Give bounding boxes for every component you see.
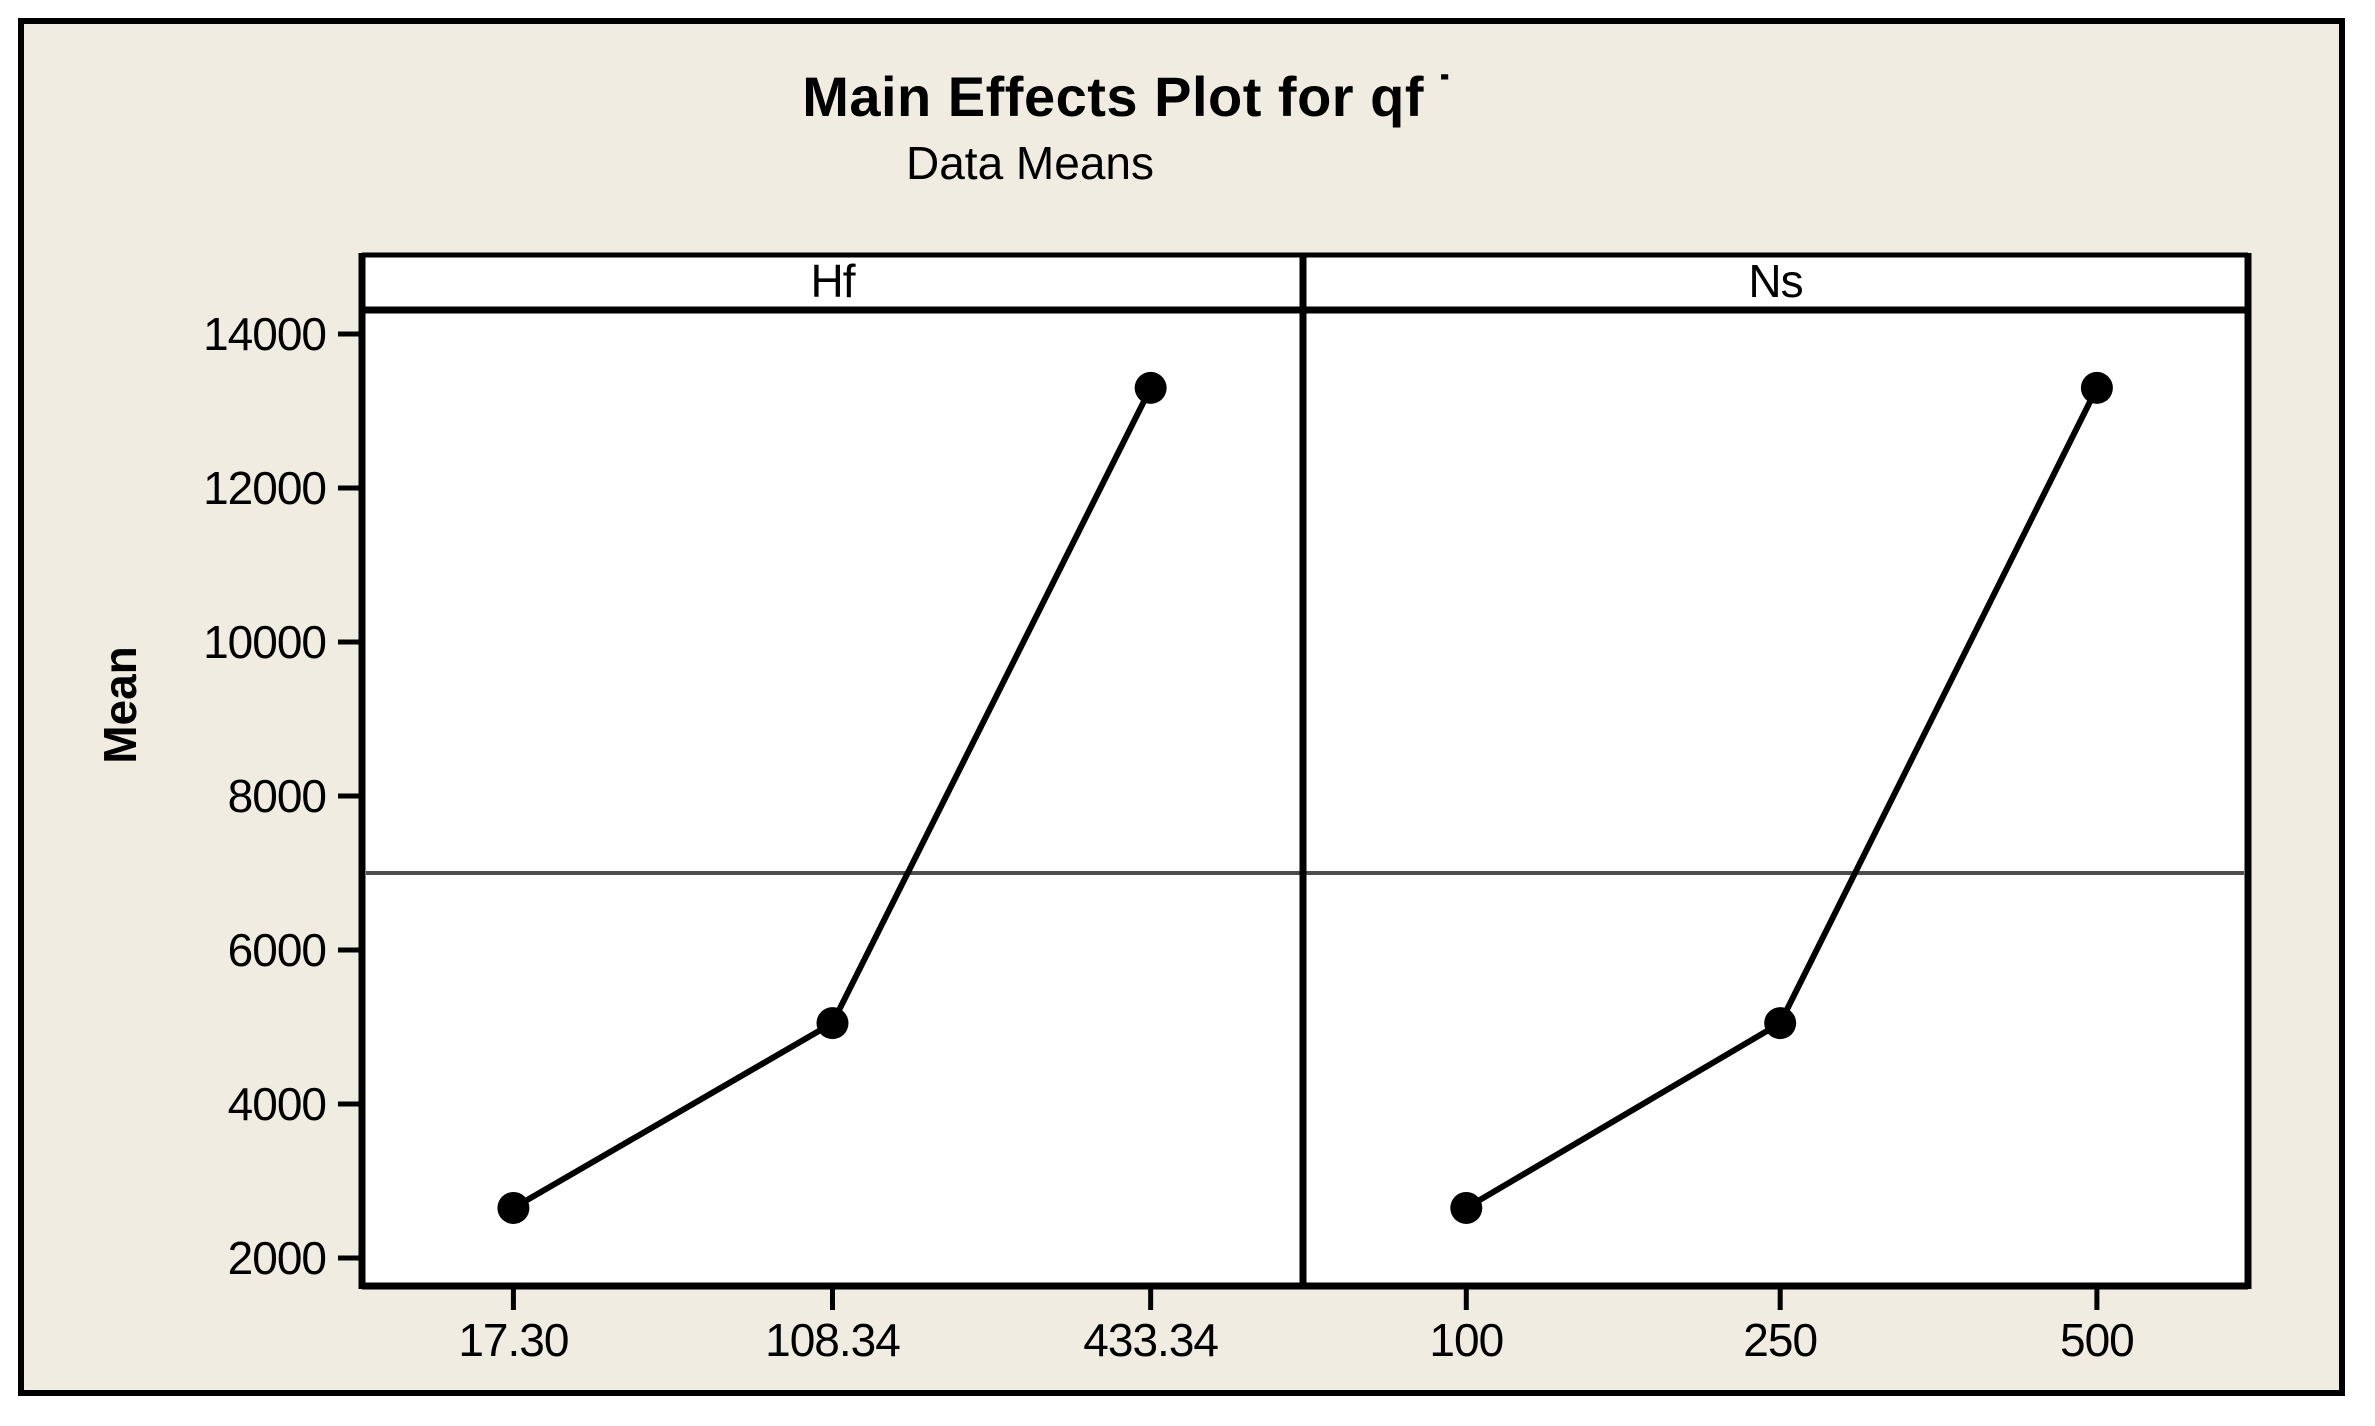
chart-subtitle: Data Means: [905, 137, 1154, 189]
x-tick-label: 108.34: [765, 1314, 900, 1366]
x-tick-label: 500: [2060, 1314, 2134, 1366]
x-tick-label: 17.30: [458, 1314, 568, 1366]
y-tick-label: 4000: [228, 1078, 326, 1130]
data-point-Hf-433.34: [1134, 371, 1167, 404]
data-point-Hf-108.34: [816, 1007, 849, 1040]
data-point-Hf-17.30: [497, 1191, 530, 1224]
panel-header-label: Ns: [1748, 255, 1802, 307]
x-tick-label: 100: [1429, 1314, 1503, 1366]
data-point-Ns-500: [2080, 371, 2113, 404]
data-point-Ns-100: [1450, 1191, 1483, 1224]
chart-title: Main Effects Plot for qf ˙: [0, 64, 2256, 129]
y-tick-label: 2000: [228, 1232, 326, 1284]
y-tick-label: 8000: [228, 770, 326, 822]
y-tick-label: 12000: [203, 462, 326, 514]
y-tick-label: 10000: [203, 616, 326, 668]
y-tick-label: 6000: [228, 924, 326, 976]
chart-title-text: Main Effects Plot for qf: [802, 65, 1424, 128]
x-tick-label: 433.34: [1083, 1314, 1218, 1366]
x-tick-label: 250: [1743, 1314, 1817, 1366]
title-dot-mark: ˙: [1435, 66, 1454, 124]
data-point-Ns-250: [1764, 1007, 1797, 1040]
y-tick-label: 14000: [203, 308, 326, 360]
panel-header-label: Hf: [811, 255, 856, 307]
